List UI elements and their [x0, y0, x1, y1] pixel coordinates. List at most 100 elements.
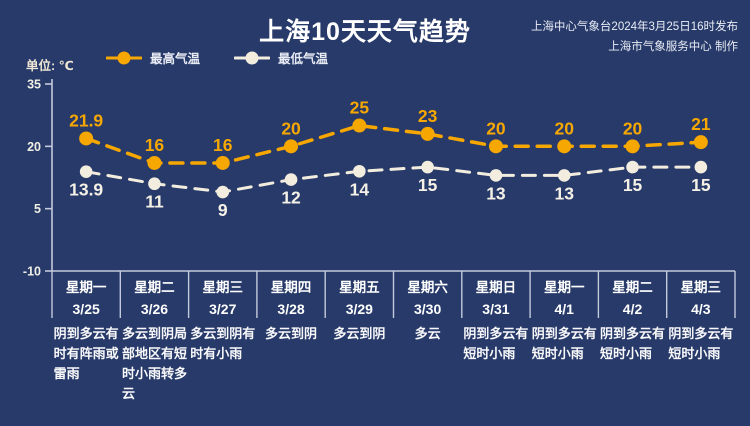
high-temp-line	[84, 123, 703, 165]
weather-description: 多云到阴局 部地区有短 时小雨转多 云	[121, 326, 187, 401]
legend-item-low: 最低气温	[234, 48, 328, 67]
high-temp-value-label: 20	[486, 118, 506, 138]
weather-description: 多云到阴	[333, 326, 386, 341]
low-temp-point	[694, 160, 708, 174]
low-temp-point	[489, 169, 503, 182]
weather-description: 阴到多云有 短时小雨	[531, 326, 597, 361]
y-tick-label: 35	[27, 78, 41, 92]
weather-cell: 多云到阴	[257, 324, 325, 344]
source-line-2: 上海市气象服务中心 制作	[608, 41, 738, 53]
y-tick-label: 20	[27, 140, 41, 154]
high-temp-value-label: 20	[555, 118, 575, 138]
low-temp-point	[626, 160, 639, 174]
high-temp-point	[215, 155, 230, 170]
weather-cell: 多云到阴有 时有小雨	[189, 324, 257, 364]
low-temp-value-label: 13	[486, 183, 506, 203]
day-column-3: 星期三 3/27 多云到阴有 时有小雨	[189, 272, 257, 404]
weather-cell: 多云	[393, 324, 461, 344]
low-temp-point	[284, 173, 298, 186]
low-temp-value-label: 11	[145, 192, 164, 212]
low-temp-point	[353, 164, 366, 178]
low-temp-point	[216, 185, 230, 199]
high-temp-point	[352, 118, 367, 133]
high-temp-value-label: 21	[691, 114, 711, 134]
date-label: 3/26	[140, 301, 169, 317]
weather-description: 阴到多云有 时有阵雨或 雷雨	[53, 326, 119, 381]
low-temp-point	[421, 160, 434, 174]
low-temp-point	[148, 177, 161, 191]
day-column-7: 星期日 3/31 阴到多云有 短时小雨	[462, 272, 530, 404]
weekday-label: 星期三	[202, 280, 243, 295]
weather-description: 多云	[414, 326, 441, 341]
low-temp-value-label: 14	[350, 179, 370, 199]
high-temp-point	[557, 139, 572, 154]
low-temp-value-label: 12	[281, 188, 301, 208]
y-tick-label: -10	[23, 265, 41, 279]
high-temp-value-label: 23	[418, 106, 438, 126]
high-temp-point	[147, 155, 162, 170]
source-line-1: 上海中心气象台2024年3月25日16时发布	[530, 21, 738, 33]
day-column-10: 星期三 4/3 阴到多云有 短时小雨	[667, 272, 735, 404]
weather-description: 阴到多云有 短时小雨	[600, 326, 666, 361]
day-column-9: 星期二 4/2 阴到多云有 短时小雨	[598, 272, 666, 404]
weather-cell: 阴到多云有 短时小雨	[598, 324, 666, 364]
day-column-1: 星期一 3/25 阴到多云有 时有阵雨或 雷雨	[52, 272, 120, 404]
day-column-8: 星期一 4/1 阴到多云有 短时小雨	[530, 272, 598, 404]
weather-description: 多云到阴	[265, 326, 318, 341]
high-temp-point	[284, 139, 299, 154]
date-label: 3/31	[482, 301, 510, 317]
date-label: 4/2	[622, 301, 643, 317]
high-temp-value-label: 20	[623, 118, 643, 138]
legend-item-high: 最高气温	[106, 48, 200, 67]
high-temp-value-label: 20	[281, 118, 301, 138]
weekday-label: 星期二	[134, 280, 175, 295]
weather-description: 阴到多云有 短时小雨	[668, 326, 734, 361]
high-temp-marker-icon	[106, 51, 142, 64]
low-temp-value-label: 13	[555, 183, 575, 203]
page-title: 上海10天天气趋势	[259, 18, 471, 46]
low-temp-point	[79, 165, 93, 178]
low-temp-value-label: 15	[691, 175, 711, 195]
date-label: 3/30	[414, 301, 442, 317]
high-temp-point	[420, 126, 435, 141]
weekday-label: 星期一	[543, 280, 585, 295]
day-column-4: 星期四 3/28 多云到阴	[257, 272, 325, 404]
high-temp-point	[79, 131, 94, 146]
weekday-label: 星期日	[475, 280, 517, 295]
weekday-label: 星期三	[680, 280, 722, 295]
low-temp-line	[84, 165, 703, 194]
low-temp-value-label: 13.9	[69, 180, 103, 200]
date-label: 3/28	[277, 301, 305, 317]
y-tick-label: 5	[34, 202, 41, 216]
high-temp-point	[693, 135, 708, 150]
low-temp-value-label: 15	[623, 175, 643, 195]
legend-label-high: 最高气温	[150, 52, 201, 66]
weather-cell: 多云到阴	[325, 324, 393, 344]
day-column-2: 星期二 3/26 多云到阴局 部地区有短 时小雨转多 云	[120, 272, 188, 404]
date-label: 3/27	[209, 301, 237, 317]
weekday-label: 星期四	[270, 280, 312, 295]
weather-description: 阴到多云有 短时小雨	[463, 326, 529, 361]
weekday-label: 星期二	[612, 280, 653, 295]
date-label: 4/1	[554, 301, 574, 317]
high-temp-value-label: 16	[213, 135, 233, 155]
weekday-label: 星期五	[339, 280, 380, 295]
date-label: 3/25	[72, 301, 100, 317]
low-temp-marker-icon	[234, 51, 271, 64]
unit-label: 单位: ℃	[26, 59, 74, 73]
weather-description: 多云到阴有 时有小雨	[190, 326, 256, 361]
date-label: 4/3	[691, 301, 711, 317]
weather-cell: 阴到多云有 短时小雨	[462, 324, 530, 364]
low-temp-value-label: 15	[418, 175, 438, 195]
day-column-6: 星期六 3/30 多云	[393, 272, 461, 404]
high-temp-value-label: 25	[350, 98, 370, 118]
weather-cell: 阴到多云有 时有阵雨或 雷雨	[52, 324, 120, 384]
weather-cell: 阴到多云有 短时小雨	[667, 324, 735, 364]
low-temp-value-label: 9	[218, 200, 228, 220]
high-temp-value-label: 21.9	[69, 110, 103, 130]
day-columns: 星期一 3/25 阴到多云有 时有阵雨或 雷雨 星期二 3/26 多云到阴局 部地区有短 …	[52, 272, 735, 404]
high-temp-point	[625, 139, 640, 154]
low-temp-point	[557, 169, 571, 182]
